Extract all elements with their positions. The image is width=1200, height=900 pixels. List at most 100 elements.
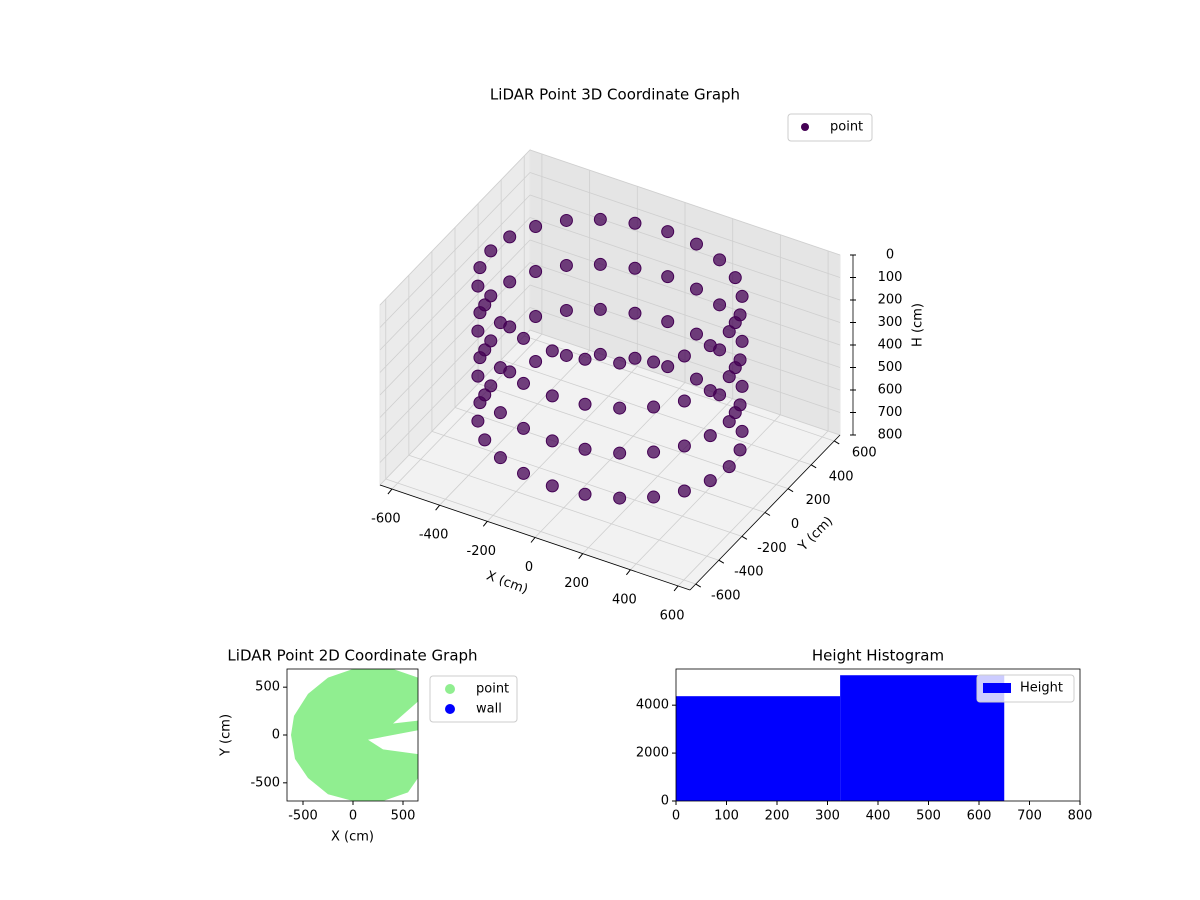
point	[733, 443, 747, 457]
y-tick	[741, 535, 748, 540]
x-tick	[530, 537, 536, 543]
x-tick-label: 200	[765, 809, 790, 824]
point	[728, 361, 742, 375]
point	[728, 271, 742, 285]
x-tick	[387, 488, 393, 495]
x-tick-label: -200	[467, 544, 497, 559]
grid-line	[529, 172, 841, 278]
point	[578, 352, 592, 366]
x-tick-label: 800	[1068, 809, 1093, 824]
point	[559, 303, 573, 317]
grid-line	[529, 284, 841, 391]
y-tick-label: -400	[734, 565, 764, 580]
legend-label: point	[476, 682, 509, 697]
x-tick-label: 600	[660, 608, 685, 623]
x-tick-label: 0	[525, 560, 533, 575]
point	[735, 424, 749, 438]
point	[613, 401, 627, 415]
point	[661, 270, 675, 284]
x-tick-label: -600	[371, 512, 401, 527]
grid-line	[529, 239, 841, 346]
point	[503, 275, 517, 289]
grid-line	[379, 172, 531, 328]
x-tick-label: -500	[288, 809, 318, 824]
chart-title: LiDAR Point 2D Coordinate Graph	[227, 647, 477, 665]
x-tick	[673, 585, 679, 592]
point	[484, 379, 498, 393]
point	[529, 264, 543, 278]
y-tick-label: -500	[250, 775, 280, 790]
x-tick-label: 700	[1017, 809, 1042, 824]
grid-line	[379, 239, 531, 396]
legend-label: point	[830, 120, 863, 135]
bar	[676, 696, 841, 801]
z-tick-label: 700	[878, 405, 903, 420]
legend-marker	[801, 123, 809, 131]
point	[517, 376, 531, 390]
point	[613, 491, 627, 505]
y-tick-label: 0	[661, 794, 669, 809]
point	[735, 379, 749, 393]
grid-line	[379, 149, 531, 306]
point	[473, 351, 487, 365]
x-tick-label: 500	[916, 809, 941, 824]
point	[713, 343, 727, 357]
point	[628, 351, 642, 365]
grid-line	[408, 454, 719, 561]
point	[529, 309, 543, 323]
x-tick	[435, 504, 441, 511]
point	[529, 354, 543, 368]
grid-line	[529, 329, 841, 436]
point	[613, 356, 627, 370]
point	[628, 306, 642, 320]
x-tick-label: 0	[672, 809, 680, 824]
point	[471, 414, 485, 428]
grid-line	[529, 194, 841, 301]
grid-line	[529, 149, 841, 256]
grid-line	[379, 307, 531, 463]
point	[677, 484, 691, 498]
point	[689, 372, 703, 386]
point	[517, 421, 531, 435]
grid-line	[529, 217, 841, 323]
point	[713, 388, 727, 402]
point	[613, 446, 627, 460]
y-tick	[764, 512, 771, 516]
point	[578, 442, 592, 456]
point	[484, 334, 498, 348]
z-tick-label: 500	[878, 360, 903, 375]
grid-line	[379, 262, 531, 418]
y-tick-label: 600	[852, 445, 877, 460]
point	[503, 365, 517, 379]
legend-label: wall	[476, 702, 502, 717]
grid-line	[379, 284, 531, 441]
point	[728, 406, 742, 420]
point	[517, 331, 531, 345]
grid-line	[477, 383, 789, 490]
point	[473, 306, 487, 320]
point	[471, 279, 485, 293]
point	[559, 213, 573, 227]
z-tick-label: 600	[878, 383, 903, 398]
y-tick	[810, 464, 817, 469]
y-tick	[787, 488, 794, 493]
point	[471, 324, 485, 338]
legend-box	[787, 113, 873, 142]
point	[735, 289, 749, 303]
point	[722, 415, 736, 429]
y-tick-label: 2000	[636, 746, 669, 761]
x-tick-label: -400	[419, 528, 449, 543]
x-tick-label: 200	[564, 576, 589, 591]
point	[661, 225, 675, 239]
grid-line	[379, 217, 531, 373]
z-tick-label: 0	[886, 248, 894, 263]
point	[728, 316, 742, 330]
point	[689, 327, 703, 341]
point	[593, 302, 607, 316]
y-tick-label: 400	[829, 469, 854, 484]
x-tick	[578, 553, 584, 559]
point	[545, 389, 559, 403]
y-tick-label: -200	[757, 541, 787, 556]
point	[677, 394, 691, 408]
